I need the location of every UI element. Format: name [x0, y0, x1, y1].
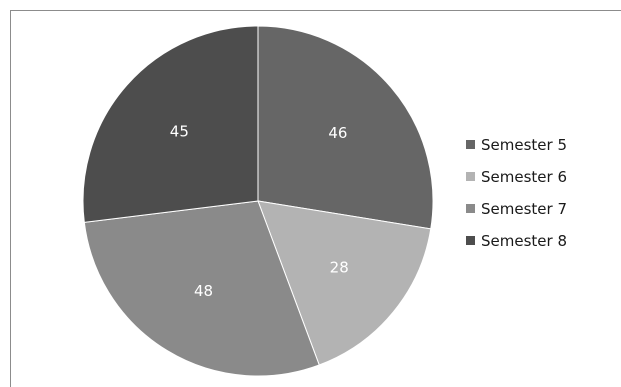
data-label-semester-6: 28 — [330, 259, 349, 277]
legend-swatch-semester-5 — [466, 140, 475, 149]
pie-slice-semester-8 — [82, 25, 259, 223]
data-label-semester-5: 46 — [328, 124, 347, 142]
legend-label-semester-7: Semester 7 — [481, 200, 567, 218]
pie-slices — [82, 25, 434, 377]
legend-swatch-semester-7 — [466, 204, 475, 213]
pie-data-labels: 46 28 48 45 — [170, 122, 349, 299]
legend: Semester 5 Semester 6 Semester 7 Semester 8 — [466, 136, 567, 250]
pie-slice-semester-5 — [257, 25, 434, 230]
legend-label-semester-8: Semester 8 — [481, 232, 567, 250]
data-label-semester-8: 45 — [170, 122, 189, 140]
legend-swatch-semester-6 — [466, 172, 475, 181]
pie-slice-semester-7 — [83, 200, 320, 377]
legend-label-semester-5: Semester 5 — [481, 136, 567, 154]
data-label-semester-7: 48 — [194, 282, 213, 300]
pie-slice-semester-6 — [257, 200, 432, 366]
legend-swatch-semester-8 — [466, 236, 475, 245]
legend-label-semester-6: Semester 6 — [481, 168, 567, 186]
